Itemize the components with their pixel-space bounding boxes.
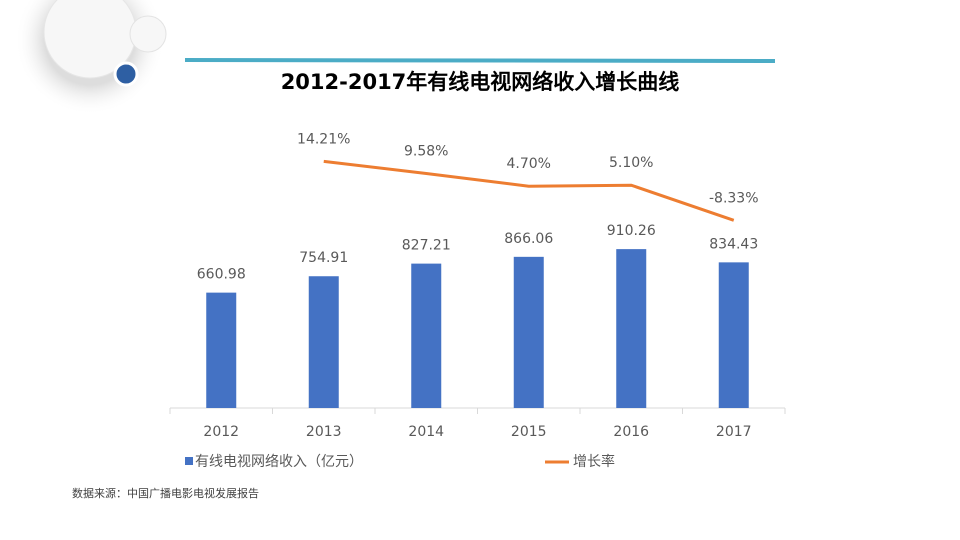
data-label: 754.91 [299,250,348,266]
decor-dot [113,61,139,87]
chart-title: 2012-2017年有线电视网络收入增长曲线 [281,70,680,94]
bar [206,292,237,408]
data-label: -8.33% [709,190,759,206]
source: 数据来源：中国广播电影电视发展报告 [72,486,259,500]
x-tick-label: 2016 [613,424,649,440]
legend-swatch [185,457,193,465]
data-label: 660.98 [197,267,246,283]
data-label: 866.06 [504,231,553,247]
bar [308,276,339,408]
data-label: 14.21% [297,131,350,147]
x-tick-label: 2014 [408,424,444,440]
bar [718,262,749,408]
legend-label: 有线电视网络收入（亿元） [195,454,363,470]
legend-label: 增长率 [573,453,615,470]
bar [411,263,442,408]
data-label: 834.43 [709,236,758,252]
decor-circle [129,15,167,53]
bar [513,256,544,408]
data-label: 5.10% [609,155,653,171]
data-label: 9.58% [404,143,448,159]
x-tick-label: 2017 [716,424,752,440]
x-tick-label: 2012 [203,424,239,440]
data-label: 827.21 [402,238,451,254]
x-tick-label: 2013 [306,424,342,440]
bar [616,249,647,408]
data-label: 4.70% [507,156,551,172]
decor-line [184,58,776,63]
x-tick-label: 2015 [511,424,547,440]
data-label: 910.26 [607,223,656,239]
line [323,159,735,222]
